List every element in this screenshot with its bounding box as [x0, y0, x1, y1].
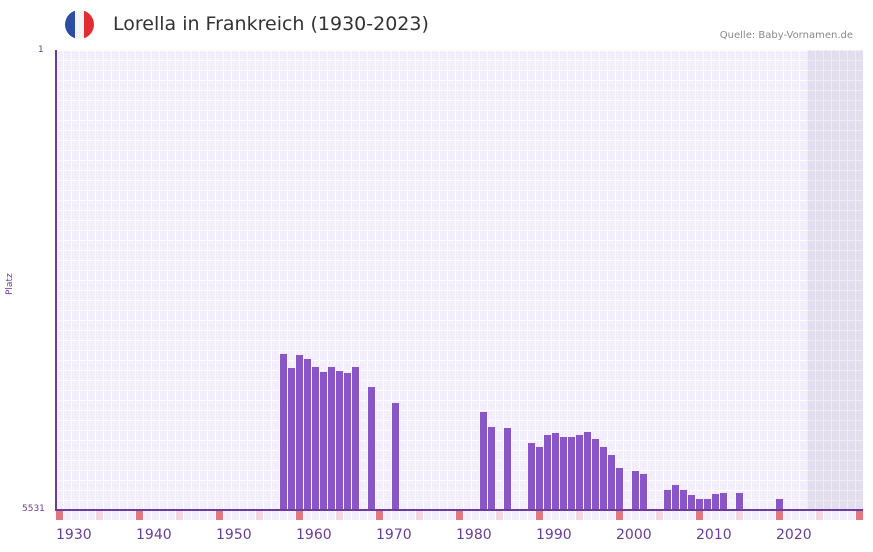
- x-tick-2020: 2020: [776, 527, 812, 543]
- bar-2010[interactable]: [696, 498, 703, 510]
- decade-marker: [856, 511, 863, 520]
- bar-2006[interactable]: [664, 489, 671, 510]
- bar-1967[interactable]: [352, 366, 359, 510]
- bar-1972[interactable]: [392, 402, 399, 510]
- y-axis: [55, 50, 57, 511]
- bar-2008[interactable]: [680, 489, 687, 510]
- bar-1992[interactable]: [552, 432, 559, 510]
- plot-area: [55, 50, 863, 510]
- half-decade-marker: [576, 511, 583, 520]
- bar-2002[interactable]: [632, 471, 639, 510]
- bar-1990[interactable]: [536, 446, 543, 510]
- bar-1964[interactable]: [328, 366, 335, 510]
- x-tick-1960: 1960: [296, 527, 332, 543]
- bar-1986[interactable]: [504, 427, 511, 510]
- decade-marker-strip: [55, 511, 863, 520]
- half-decade-marker: [176, 511, 183, 520]
- bar-1961[interactable]: [304, 358, 311, 510]
- bar-2011[interactable]: [704, 498, 711, 510]
- y-tick-bottom: 5531: [22, 504, 45, 514]
- bar-1966[interactable]: [344, 373, 351, 510]
- half-decade-marker: [96, 511, 103, 520]
- decade-marker: [696, 511, 703, 520]
- bar-2015[interactable]: [736, 492, 743, 510]
- bar-1969[interactable]: [368, 386, 375, 510]
- half-decade-marker: [416, 511, 423, 520]
- bar-2009[interactable]: [688, 494, 695, 510]
- bar-2003[interactable]: [640, 473, 647, 510]
- half-decade-marker: [336, 511, 343, 520]
- france-flag-icon: [65, 10, 94, 39]
- decade-marker: [376, 511, 383, 520]
- bar-2012[interactable]: [712, 493, 719, 510]
- bar-1959[interactable]: [288, 367, 295, 510]
- bar-1963[interactable]: [320, 372, 327, 510]
- x-tick-1980: 1980: [456, 527, 492, 543]
- x-tick-2010: 2010: [696, 527, 732, 543]
- decade-marker: [776, 511, 783, 520]
- bar-1997[interactable]: [592, 438, 599, 510]
- x-axis: [55, 509, 863, 511]
- decade-marker: [136, 511, 143, 520]
- source-label: Quelle: Baby-Vornamen.de: [719, 30, 853, 41]
- x-tick-1970: 1970: [376, 527, 412, 543]
- bar-2020[interactable]: [776, 498, 783, 510]
- bar-1962[interactable]: [312, 366, 319, 510]
- decade-marker: [536, 511, 543, 520]
- bar-1998[interactable]: [600, 446, 607, 510]
- bar-1991[interactable]: [544, 434, 551, 510]
- bar-1984[interactable]: [488, 426, 495, 510]
- bar-1983[interactable]: [480, 412, 487, 510]
- decade-marker: [216, 511, 223, 520]
- bar-2013[interactable]: [720, 492, 727, 510]
- y-tick-top: 1: [38, 45, 44, 55]
- bar-1965[interactable]: [336, 371, 343, 510]
- bar-1989[interactable]: [528, 442, 535, 510]
- half-decade-marker: [736, 511, 743, 520]
- future-shaded-region: [807, 50, 863, 510]
- bar-1958[interactable]: [280, 353, 287, 510]
- bar-1996[interactable]: [584, 431, 591, 510]
- x-tick-1930: 1930: [56, 527, 92, 543]
- x-tick-1940: 1940: [136, 527, 172, 543]
- y-axis-title: Platz: [5, 273, 15, 295]
- bar-2007[interactable]: [672, 484, 679, 510]
- bar-2000[interactable]: [616, 468, 623, 510]
- half-decade-marker: [656, 511, 663, 520]
- half-decade-marker: [256, 511, 263, 520]
- x-tick-2000: 2000: [616, 527, 652, 543]
- half-decade-marker: [496, 511, 503, 520]
- chart-title: Lorella in Frankreich (1930-2023): [113, 13, 429, 35]
- bar-1995[interactable]: [576, 434, 583, 510]
- bar-1960[interactable]: [296, 354, 303, 510]
- bar-1994[interactable]: [568, 436, 575, 510]
- x-tick-1990: 1990: [536, 527, 572, 543]
- bar-1993[interactable]: [560, 436, 567, 510]
- decade-marker: [456, 511, 463, 520]
- decade-marker: [616, 511, 623, 520]
- decade-marker: [296, 511, 303, 520]
- half-decade-marker: [816, 511, 823, 520]
- decade-marker: [56, 511, 63, 520]
- x-tick-1950: 1950: [216, 527, 252, 543]
- bar-1999[interactable]: [608, 454, 615, 510]
